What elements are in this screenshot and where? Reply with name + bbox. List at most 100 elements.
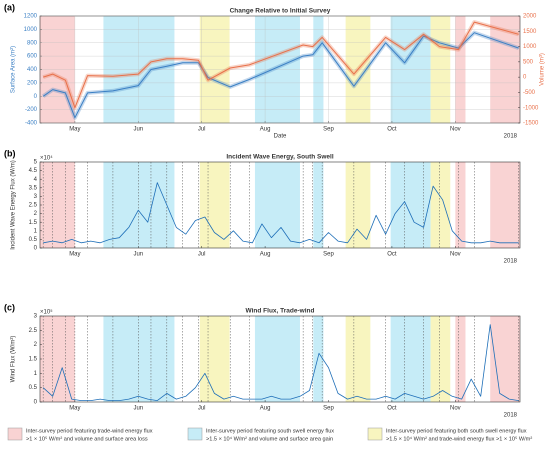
x-tick-label: Oct — [387, 252, 397, 258]
series-line — [42, 324, 519, 401]
series-line — [43, 182, 519, 244]
y2-tick-label: -500 — [523, 90, 536, 96]
y-tick-label: 3.5 — [29, 185, 38, 191]
x-tick-label: Aug — [260, 406, 271, 412]
y-tick-label: 1.5 — [29, 220, 38, 226]
y-axis-label: Incident Wave Energy Flux (W/m) — [11, 160, 17, 249]
y-tick-label: 600 — [27, 54, 38, 60]
x-tick-label: Oct — [387, 406, 397, 412]
x-tick-label: Jun — [133, 406, 143, 412]
y-tick-label: 0.5 — [29, 385, 38, 391]
period-band — [430, 316, 451, 402]
y-tick-label: 0.5 — [29, 237, 38, 243]
panel-label: (a) — [4, 2, 15, 12]
legend-label: >1 × 10⁵ W/m² and volume and surface are… — [26, 435, 148, 442]
x-tick-label: Jun — [133, 252, 143, 258]
legend-label: Inter-survey period featuring south swel… — [206, 428, 334, 434]
period-band — [390, 316, 431, 402]
y-tick-label: 0 — [34, 400, 38, 406]
period-band — [254, 162, 300, 248]
x-tick-label: May — [69, 127, 80, 133]
y-tick-label: 400 — [27, 67, 38, 73]
y-tick-label: 800 — [27, 40, 38, 46]
x-tick-label: Sep — [323, 252, 334, 258]
y-tick-label: 1200 — [24, 14, 38, 20]
x-tick-label: Aug — [260, 252, 271, 258]
y-tick-label: -400 — [25, 121, 38, 127]
chart-title: Change Relative to Initial Survey — [230, 8, 331, 15]
y-tick-label: 0 — [34, 246, 38, 252]
x-tick-label: Jul — [198, 127, 206, 133]
period-band — [103, 316, 175, 402]
legend-label: >1.5 × 10⁴ W/m² and volume and surface a… — [206, 435, 333, 442]
legend-swatch — [7, 427, 23, 441]
y-tick-label: 1.5 — [29, 357, 38, 363]
period-band — [40, 316, 75, 402]
series-line — [42, 32, 519, 119]
period-band — [40, 162, 75, 248]
x-tick-label: Sep — [323, 406, 334, 412]
period-band — [199, 316, 230, 402]
year-label: 2018 — [504, 259, 518, 265]
period-band — [345, 316, 371, 402]
period-band — [345, 162, 371, 248]
y2-tick-label: 1500 — [523, 29, 537, 35]
x-tick-label: Nov — [450, 406, 461, 412]
y-tick-label: 2.5 — [29, 203, 38, 209]
y-tick-label: 4.5 — [29, 168, 38, 174]
y-tick-label: -200 — [25, 107, 38, 113]
x-tick-label: Nov — [450, 252, 461, 258]
legend-label: Inter-survey period featuring trade-wind… — [26, 428, 153, 434]
x-tick-label: Aug — [260, 127, 271, 133]
year-label: 2018 — [504, 413, 518, 419]
period-band — [455, 316, 466, 402]
y-tick-label: 3 — [34, 314, 38, 320]
y-tick-label: 5 — [34, 160, 38, 166]
y-tick-label: 1 — [34, 371, 38, 377]
x-tick-label: May — [69, 252, 80, 258]
x-tick-label: Sep — [323, 127, 334, 133]
period-band — [430, 162, 451, 248]
y2-tick-label: -1000 — [523, 105, 539, 111]
y-axis-label: Surface Area (m²) — [11, 46, 17, 93]
chart-title: Wind Flux, Trade-wind — [246, 308, 315, 315]
year-label: 2018 — [504, 134, 518, 140]
legend-swatch — [187, 427, 203, 441]
legend-label: >1.5 × 10⁴ W/m² and trade-wind energy fl… — [386, 435, 532, 442]
x-tick-label: Jul — [198, 252, 206, 258]
x-tick-label: May — [69, 406, 80, 412]
y-tick-label: 1 — [34, 228, 38, 234]
y-tick-label: 2 — [34, 342, 38, 348]
period-band — [313, 316, 324, 402]
series-line — [43, 21, 519, 109]
y2-tick-label: 500 — [523, 59, 534, 65]
period-band — [313, 162, 324, 248]
legend-label: Inter-survey period featuring both south… — [386, 428, 527, 434]
chart-title: Incident Wave Energy, South Swell — [226, 154, 333, 161]
legend-swatch — [367, 427, 383, 441]
x-tick-label: Nov — [450, 127, 461, 133]
axis-multiplier: ×10⁵ — [40, 309, 53, 316]
y2-axis-label: Volume (m³) — [540, 53, 546, 86]
panel-label: (c) — [4, 302, 15, 312]
y-tick-label: 2.5 — [29, 328, 38, 334]
period-band — [390, 162, 431, 248]
y2-tick-label: 1000 — [523, 44, 537, 50]
x-axis-label: Date — [274, 134, 287, 140]
period-band — [103, 162, 175, 248]
y-tick-label: 0 — [34, 94, 38, 100]
period-band — [490, 162, 520, 248]
period-band — [199, 162, 230, 248]
x-tick-label: Oct — [387, 127, 397, 133]
y-tick-label: 2 — [34, 211, 38, 217]
panel-label: (b) — [4, 148, 16, 158]
period-band — [455, 162, 466, 248]
y-tick-label: 200 — [27, 80, 38, 86]
y-axis-label: Wind Flux (W/m²) — [11, 336, 17, 383]
y2-tick-label: -1500 — [523, 121, 539, 127]
y2-tick-label: 2000 — [523, 14, 537, 20]
axis-multiplier: ×10⁴ — [40, 155, 53, 162]
y-tick-label: 3 — [34, 194, 38, 200]
x-tick-label: Jul — [198, 406, 206, 412]
